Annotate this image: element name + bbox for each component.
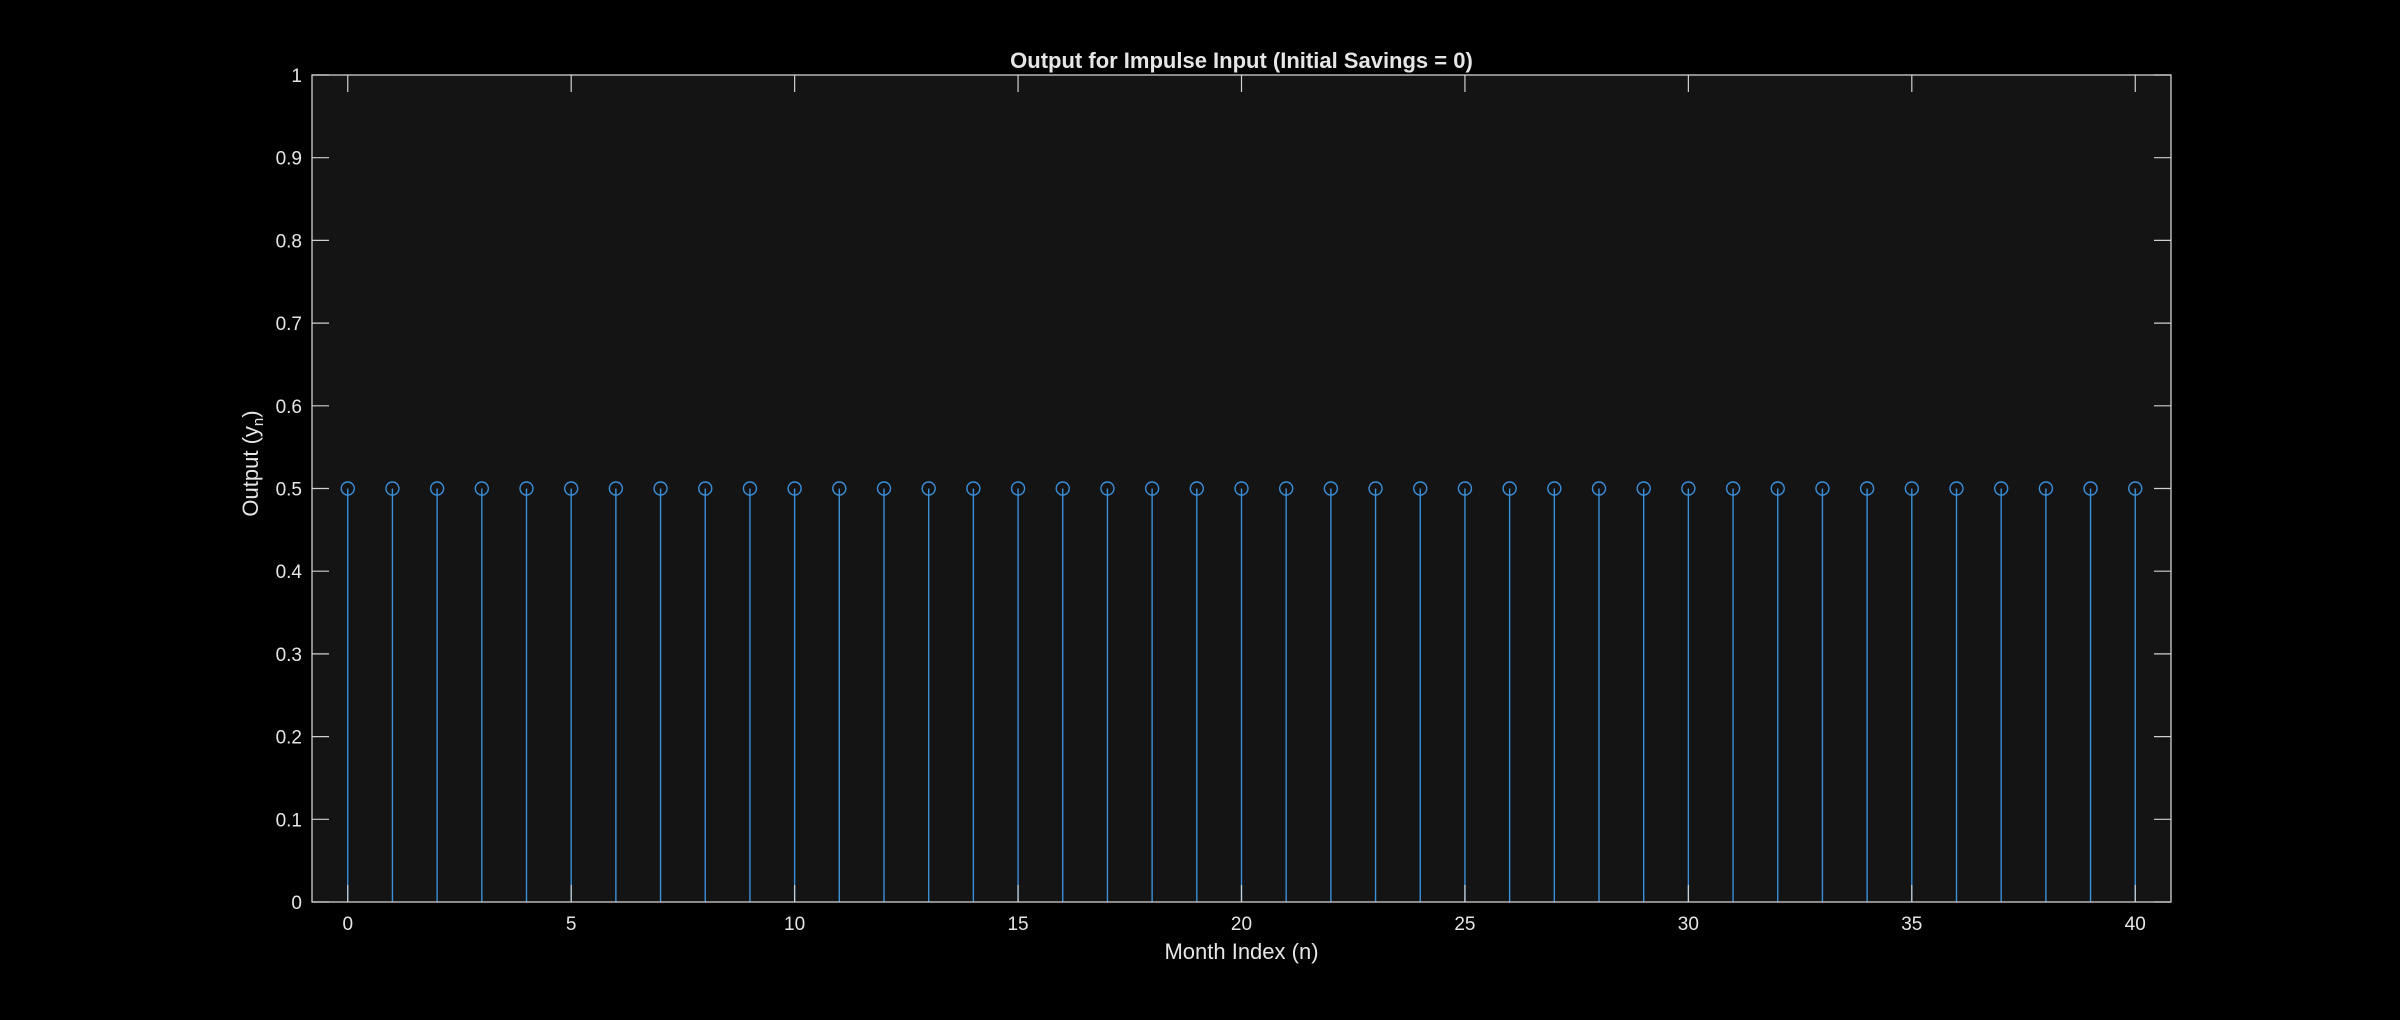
y-tick-label: 0.7	[276, 314, 302, 335]
stem-marker	[1770, 481, 1785, 496]
x-tick-label: 30	[1678, 914, 1699, 935]
x-tick-label: 5	[566, 914, 577, 935]
y-tick-label: 0.8	[276, 231, 302, 252]
stem-marker	[1547, 481, 1562, 496]
x-tick-label: 20	[1231, 914, 1252, 935]
stem-marker	[1904, 481, 1920, 496]
y-tick-label: 0.5	[276, 480, 302, 501]
y-tick-label: 0.2	[276, 728, 302, 749]
x-tick-label: 40	[2125, 914, 2146, 935]
stem-marker	[385, 481, 400, 496]
x-tick-label: 10	[784, 914, 805, 935]
stem-marker	[1859, 481, 1875, 496]
stem-series	[340, 481, 2143, 902]
stem-marker	[1591, 481, 1607, 496]
stem-marker	[787, 481, 802, 496]
y-tick-label: 1	[291, 66, 302, 87]
stem-marker	[1413, 481, 1428, 496]
stem-marker	[698, 481, 713, 496]
stem-marker	[2128, 481, 2143, 496]
x-tick-label: 15	[1007, 914, 1028, 935]
stem-marker	[1636, 481, 1651, 496]
stem-marker	[1234, 481, 1249, 496]
y-tick-label: 0	[291, 893, 302, 914]
stem-marker	[1055, 481, 1070, 496]
stem-marker	[1100, 481, 1115, 496]
stem-marker	[1725, 481, 1741, 496]
stem-marker	[1815, 481, 1830, 496]
x-axis-label: Month Index (n)	[1164, 939, 1318, 964]
y-tick-label: 0.1	[276, 810, 302, 831]
y-axis-label-text: Output (y	[238, 426, 263, 516]
stem-marker	[742, 481, 758, 496]
stem-marker	[653, 481, 668, 496]
stem-marker	[1457, 481, 1473, 496]
stem-marker	[1278, 481, 1294, 496]
stem-marker	[1144, 481, 1160, 496]
axes-frame	[311, 74, 2172, 903]
x-tick-label: 0	[342, 914, 353, 935]
stem-marker	[2083, 481, 2098, 496]
stem-marker	[921, 481, 936, 496]
stem-marker	[1681, 481, 1696, 496]
stem-marker	[1993, 481, 2009, 496]
stem-marker	[474, 481, 490, 496]
y-axis-label-subscript: n	[250, 418, 267, 426]
stem-marker	[1323, 481, 1339, 496]
stem-marker	[2038, 481, 2054, 496]
y-tick-label: 0.6	[276, 397, 302, 418]
y-axis-label: Output (yn)	[238, 410, 267, 516]
stem-marker	[340, 481, 355, 496]
tick-labels: 0 5 10 15 20 25 30 35 40 0 0.1 0.2 0.3 0.4 0.5 0.6 0.7 0.…	[276, 66, 2146, 935]
y-axis-label-suffix: )	[238, 410, 263, 417]
stem-marker	[832, 481, 847, 496]
stem-marker	[429, 481, 445, 496]
stem-marker	[876, 481, 892, 496]
chart-title: Output for Impulse Input (Initial Saving…	[1010, 48, 1473, 73]
stem-marker	[1949, 481, 1964, 496]
stem-marker	[1010, 481, 1026, 496]
x-tick-label: 35	[1901, 914, 1922, 935]
y-tick-label: 0.4	[276, 562, 303, 583]
stem-marker	[1189, 481, 1205, 496]
stem-marker	[1502, 481, 1517, 496]
stem-marker	[519, 481, 534, 496]
stem-marker	[563, 481, 579, 496]
y-tick-label: 0.3	[276, 645, 302, 666]
x-tick-label: 25	[1454, 914, 1475, 935]
stem-marker	[608, 481, 624, 496]
y-tick-label: 0.9	[276, 149, 302, 170]
stem-marker	[1368, 481, 1383, 496]
stem-marker	[966, 481, 981, 496]
